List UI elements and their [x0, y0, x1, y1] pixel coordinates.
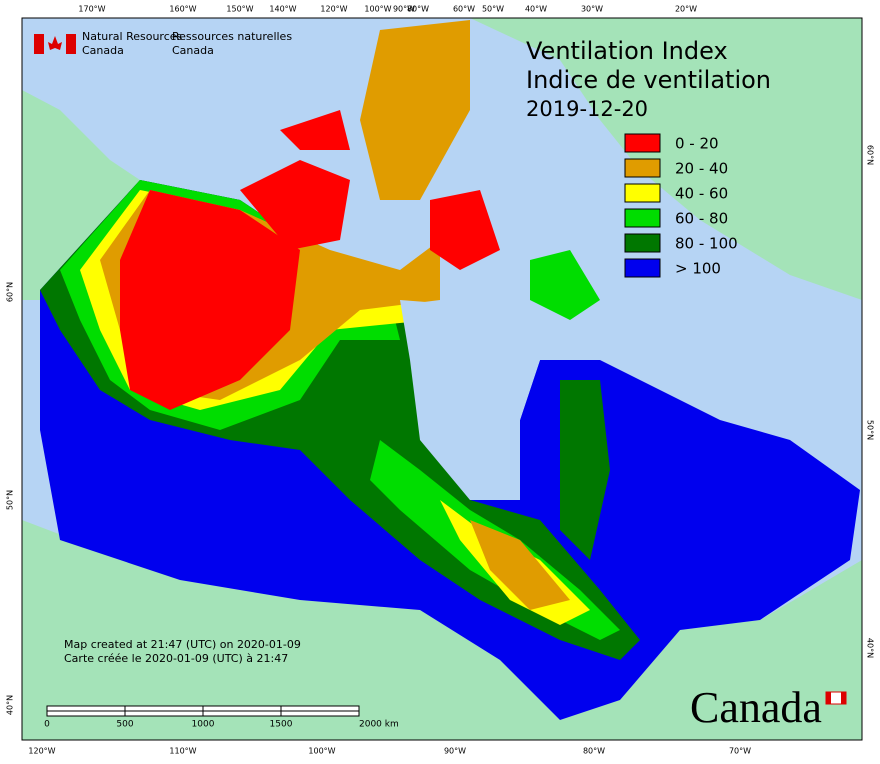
flag-bar — [66, 34, 76, 54]
legend-label: 0 - 20 — [675, 135, 719, 153]
lat-label: 40°N — [6, 695, 15, 715]
alaska — [22, 90, 140, 300]
scale-label: 1500 — [270, 720, 293, 730]
lon-label: 80°W — [583, 747, 605, 756]
scale-segment — [46, 705, 126, 712]
agency-name: Ressources naturelles — [172, 30, 292, 43]
region-0-20-baffin — [430, 190, 500, 270]
credit: Carte créée le 2020-01-09 (UTC) à 21:47 — [64, 652, 288, 665]
lon-label: 140°W — [269, 5, 296, 14]
scale-segment — [124, 710, 204, 717]
lat-label: 50°N — [866, 420, 875, 440]
scale-segment — [202, 710, 282, 717]
scale-segment — [46, 710, 126, 717]
lon-label: 20°W — [675, 5, 697, 14]
lat-label: 60°N — [6, 282, 15, 302]
scale-label: 500 — [116, 720, 133, 730]
lon-label: 90°W — [444, 747, 466, 756]
nrcan-flag — [34, 34, 76, 54]
lon-label: 30°W — [581, 5, 603, 14]
scale-segment — [202, 705, 282, 712]
agency-name: Canada — [172, 44, 214, 57]
map-title: 2019-12-20 — [526, 97, 648, 121]
scale-segment — [280, 710, 360, 717]
lon-label: 120°W — [320, 5, 347, 14]
region-20-40-ontario — [470, 520, 570, 610]
lon-label: 70°W — [729, 747, 751, 756]
legend-swatch — [624, 233, 661, 253]
lon-label: 120°W — [28, 747, 55, 756]
legend-swatch — [624, 158, 661, 178]
legend-label: 20 - 40 — [675, 160, 728, 178]
scale-label: 0 — [44, 720, 50, 730]
region-20-40-arctic — [360, 20, 470, 200]
map-title: Ventilation Index — [526, 37, 728, 65]
region-0-20-islands — [280, 110, 350, 150]
legend-swatch — [624, 183, 661, 203]
lon-label: 100°W — [308, 747, 335, 756]
lon-label: 40°W — [525, 5, 547, 14]
lon-label: 160°W — [169, 5, 196, 14]
legend-swatch — [624, 208, 661, 228]
lat-label: 40°N — [866, 638, 875, 658]
map-body — [22, 18, 862, 740]
legend-label: 80 - 100 — [675, 235, 738, 253]
lon-label: 110°W — [169, 747, 196, 756]
wordmark: Canada — [690, 683, 822, 732]
scale-segment — [124, 705, 204, 712]
lon-label: 50°W — [482, 5, 504, 14]
lon-label: 170°W — [78, 5, 105, 14]
region-0-20 — [120, 190, 300, 410]
agency-name: Canada — [82, 44, 124, 57]
lon-label: 90°W — [393, 5, 415, 14]
credit: Map created at 21:47 (UTC) on 2020-01-09 — [64, 638, 301, 651]
legend-label: 60 - 80 — [675, 210, 728, 228]
wordmark-flag-bar — [826, 692, 831, 704]
region-80-100-east — [560, 380, 610, 560]
scale-segment — [280, 705, 360, 712]
flag-bar — [34, 34, 44, 54]
map-title: Indice de ventilation — [526, 66, 771, 94]
region-0-20-islands — [240, 160, 350, 250]
map-border — [21, 17, 863, 741]
legend-label: 40 - 60 — [675, 185, 728, 203]
maple-leaf — [48, 36, 62, 50]
lon-label: 150°W — [226, 5, 253, 14]
legend-label: > 100 — [675, 260, 721, 278]
scale-label: 1000 — [192, 720, 215, 730]
lon-label: 100°W — [364, 5, 391, 14]
lon-label: 60°W — [453, 5, 475, 14]
lat-label: 60°N — [866, 145, 875, 165]
hudson-bay — [400, 300, 540, 500]
agency-name: Natural Resources — [82, 30, 183, 43]
scale-label: 2000 km — [359, 720, 399, 730]
lat-label: 50°N — [6, 490, 15, 510]
wordmark-flag-bar — [841, 692, 846, 704]
region-60-80-ne — [530, 250, 600, 320]
lon-label: 80°W — [407, 5, 429, 14]
usa — [22, 520, 862, 740]
legend-swatch — [624, 258, 661, 278]
greenland — [470, 18, 862, 300]
legend-swatch — [624, 133, 661, 153]
